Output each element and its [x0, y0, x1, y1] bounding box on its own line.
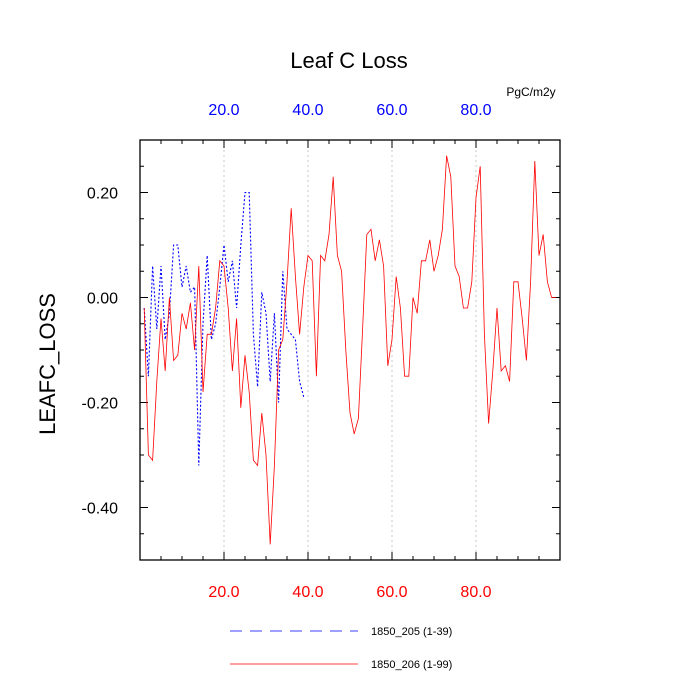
y-axis-label: LEAFC_LOSS	[35, 293, 60, 435]
y-tick-label: -0.40	[82, 501, 119, 518]
top-x-tick-label: 40.0	[292, 102, 323, 119]
top-x-tick-label: 60.0	[376, 102, 407, 119]
top-x-tick-label: 20.0	[208, 102, 239, 119]
y-tick-label: 0.00	[87, 291, 118, 308]
series-line-2	[143, 155, 556, 545]
y-tick-label: 0.20	[87, 186, 118, 203]
plot-frame	[139, 139, 561, 561]
series-line-1	[143, 191, 305, 466]
units-label: PgC/m2y	[506, 85, 555, 99]
legend: 1850_205 (1-39) 1850_206 (1-99)	[230, 626, 452, 671]
bottom-x-tick-label: 20.0	[208, 584, 239, 601]
y-tick-label: -0.20	[82, 396, 119, 413]
bottom-x-tick-label: 40.0	[292, 584, 323, 601]
plot-area: 20.0 20.0 40.0 40.0 60.0 60.0 80.0 80.0 0.20 0.00…	[82, 102, 561, 601]
top-x-tick-label: 80.0	[460, 102, 491, 119]
legend-label-series-1: 1850_205 (1-39)	[371, 626, 452, 638]
chart-title: Leaf C Loss	[290, 48, 407, 73]
bottom-x-tick-label: 80.0	[460, 584, 491, 601]
bottom-x-tick-label: 60.0	[376, 584, 407, 601]
legend-label-series-2: 1850_206 (1-99)	[371, 659, 452, 671]
